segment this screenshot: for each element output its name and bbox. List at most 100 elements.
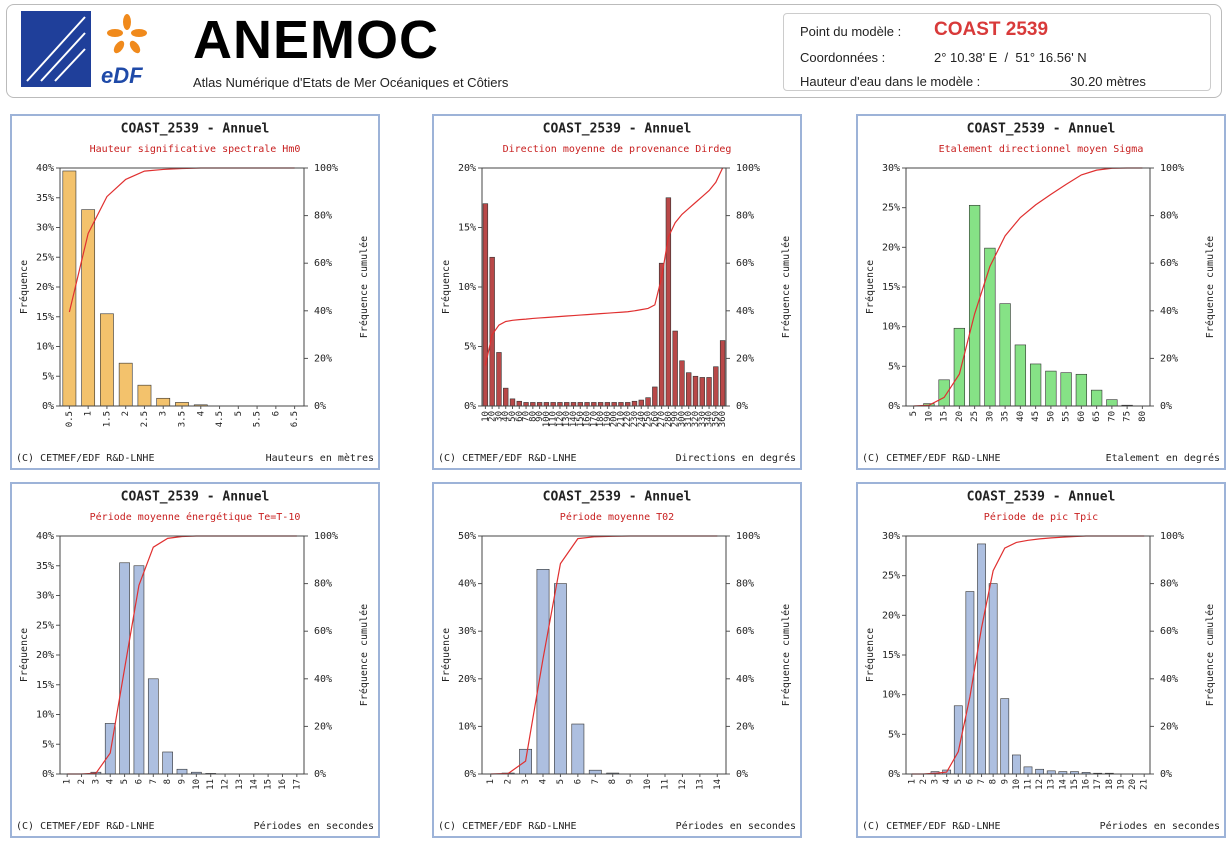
x-tick-label: 1 (907, 779, 917, 784)
bar (554, 583, 567, 775)
y2-tick-label: 60% (736, 626, 754, 637)
y2-tick-label: 80% (1160, 211, 1178, 222)
y-axis-label: Fréquence (864, 260, 876, 314)
y-tick-label: 15% (882, 282, 900, 293)
y-tick-label: 15% (458, 223, 476, 234)
bar (570, 402, 577, 407)
x-tick-label: 170 (589, 411, 599, 427)
bar (536, 569, 550, 775)
x-tick-label: 15 (264, 779, 274, 790)
y2-tick-label: 100% (314, 531, 338, 542)
x-tick-label: 30 (494, 411, 504, 422)
bar (1014, 344, 1027, 407)
y-axis-label: Fréquence (18, 260, 30, 314)
x-tick-label: 13 (695, 779, 705, 790)
x-tick-label: 6 (573, 779, 583, 784)
y2-axis-label: Fréquence cumulée (1204, 604, 1216, 706)
bar (672, 330, 678, 407)
bar (984, 247, 996, 407)
y-tick-label: 10% (458, 721, 476, 732)
credit: (C) CETMEF/EDF R&D-LNHE (438, 821, 576, 832)
chart: COAST_2539 - Annuel Période moyenne énerg… (16, 490, 374, 833)
x-tick-label: 60 (1077, 411, 1087, 422)
bar (645, 397, 651, 407)
x-tick-label: 9 (1000, 779, 1010, 784)
chart-subtitle: Période moyenne énergétique Te=T-10 (90, 511, 301, 523)
x-tick-label: 10 (924, 411, 934, 422)
x-tick-label: 20 (488, 411, 498, 422)
y2-tick-label: 60% (1160, 626, 1178, 637)
y-tick-label: 10% (36, 342, 54, 353)
y2-tick-label: 40% (736, 674, 754, 685)
bar (977, 543, 986, 775)
y-tick-label: 30% (458, 626, 476, 637)
point-value: COAST 2539 (934, 19, 1049, 40)
y2-tick-label: 80% (736, 211, 754, 222)
x-tick-label: 2 (919, 779, 929, 784)
y-tick-label: 30% (882, 163, 900, 174)
y-tick-label: 10% (36, 710, 54, 721)
y2-tick-label: 100% (1160, 531, 1184, 542)
bar (618, 402, 624, 407)
x-tick-label: 17 (292, 779, 302, 790)
x-tick-label: 20 (955, 411, 965, 422)
y2-tick-label: 100% (736, 531, 760, 542)
y-tick-label: 30% (882, 531, 900, 542)
y-tick-label: 10% (882, 322, 900, 333)
x-tick-label: 8 (608, 779, 618, 784)
y2-axis-label: Fréquence cumulée (358, 236, 370, 338)
app-title: ANEMOC (193, 10, 439, 70)
x-tick-label: 20 (1128, 779, 1138, 790)
x-tick-label: 70 (1107, 411, 1117, 422)
x-tick-label: 340 (705, 411, 715, 427)
x-tick-label: 3 (91, 779, 101, 784)
y-axis-label: Fréquence (440, 260, 452, 314)
bar (611, 402, 617, 407)
x-tick-label: 70 (522, 411, 532, 422)
bar (156, 397, 171, 407)
bar (968, 204, 981, 407)
x-tick-label: 1.5 (102, 411, 112, 427)
bar (503, 387, 509, 407)
bar (509, 398, 516, 407)
y2-axis-label: Fréquence cumulée (780, 236, 792, 338)
bar (706, 377, 712, 407)
plot-frame (59, 167, 305, 407)
y2-tick-label: 60% (736, 258, 754, 269)
bar (588, 769, 602, 775)
x-tick-label: 10 (481, 411, 491, 422)
x-tick-label: 200 (610, 411, 620, 427)
x-axis-label: Hauteurs en mètres (266, 452, 374, 464)
y-tick-label: 40% (36, 531, 54, 542)
plot-frame (905, 535, 1151, 775)
x-tick-label: 10 (643, 779, 653, 790)
x-tick-label: 14 (1058, 779, 1068, 790)
bar (62, 170, 77, 407)
x-tick-label: 3 (931, 779, 941, 784)
y-tick-label: 0% (42, 769, 54, 780)
x-tick-label: 18 (1105, 779, 1115, 790)
cumulative-line (68, 167, 295, 313)
bar (1075, 373, 1088, 407)
x-tick-label: 5.5 (253, 411, 263, 427)
x-tick-label: 350 (711, 411, 721, 427)
y2-tick-label: 0% (1160, 769, 1172, 780)
x-tick-label: 2.5 (140, 411, 150, 427)
plot-frame (481, 535, 727, 775)
chart-subtitle: Etalement directionnel moyen Sigma (939, 144, 1144, 155)
x-tick-label: 5 (234, 411, 244, 416)
y2-tick-label: 80% (736, 579, 754, 590)
y-tick-label: 0% (464, 769, 476, 780)
x-tick-label: 3.5 (178, 411, 188, 427)
x-tick-label: 5 (556, 779, 566, 784)
y2-tick-label: 60% (1160, 258, 1178, 269)
y-tick-label: 25% (36, 252, 54, 263)
bar (1090, 389, 1103, 407)
y-tick-label: 0% (888, 769, 900, 780)
y2-tick-label: 60% (314, 626, 332, 637)
x-tick-label: 190 (603, 411, 613, 427)
y2-tick-label: 20% (736, 353, 754, 364)
x-tick-label: 45 (1031, 411, 1041, 422)
x-tick-label: 40 (1016, 411, 1026, 422)
x-tick-label: 35 (1001, 411, 1011, 422)
